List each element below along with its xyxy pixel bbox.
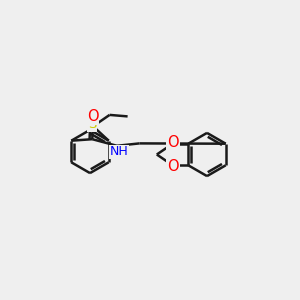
Text: O: O (87, 109, 99, 124)
Text: NH: NH (110, 145, 129, 158)
Text: O: O (167, 135, 179, 150)
Text: O: O (167, 159, 179, 174)
Text: S: S (88, 118, 96, 131)
